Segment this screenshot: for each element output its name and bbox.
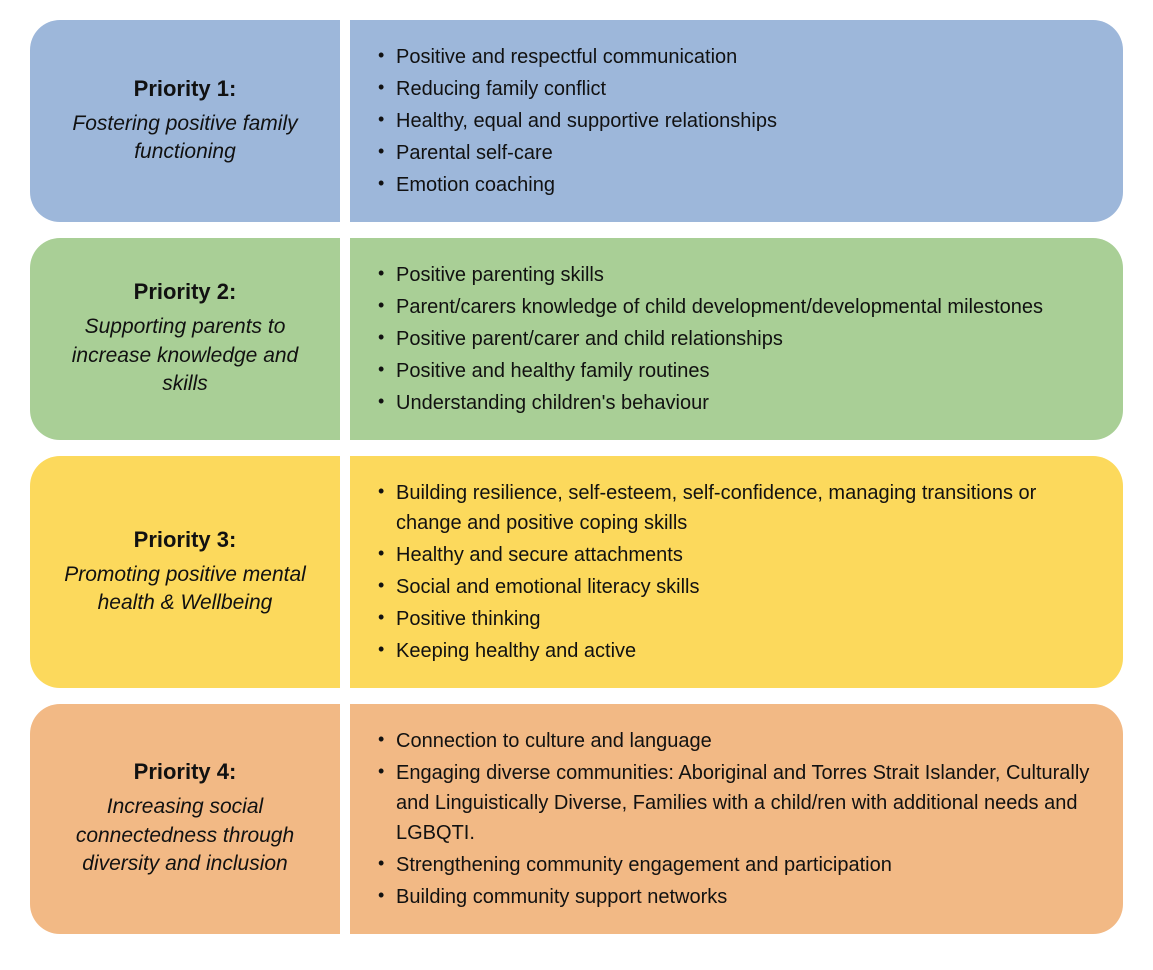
list-item: Understanding children's behaviour [378, 388, 1095, 418]
list-item: Connection to culture and language [378, 726, 1095, 756]
list-item: Social and emotional literacy skills [378, 572, 1095, 602]
list-item: Reducing family conflict [378, 74, 1095, 104]
priority-label: Priority 3: [134, 527, 237, 553]
panel-divider [340, 704, 350, 934]
list-item: Building community support networks [378, 882, 1095, 912]
list-item: Emotion coaching [378, 170, 1095, 200]
priority-description: Promoting positive mental health & Wellb… [54, 561, 316, 618]
priority-description: Supporting parents to increase knowledge… [54, 313, 316, 398]
priority-right-panel: Positive parenting skillsParent/carers k… [350, 238, 1123, 440]
list-item: Positive parenting skills [378, 260, 1095, 290]
priorities-infographic: Priority 1: Fostering positive family fun… [30, 20, 1123, 934]
list-item: Engaging diverse communities: Aboriginal… [378, 758, 1095, 848]
list-item: Positive thinking [378, 604, 1095, 634]
priority-right-panel: Positive and respectful communicationRed… [350, 20, 1123, 222]
priority-left-panel: Priority 3: Promoting positive mental hea… [30, 456, 340, 688]
priority-right-panel: Building resilience, self-esteem, self-c… [350, 456, 1123, 688]
panel-divider [340, 238, 350, 440]
list-item: Keeping healthy and active [378, 636, 1095, 666]
priority-row-2: Priority 2: Supporting parents to increas… [30, 238, 1123, 440]
priority-left-panel: Priority 4: Increasing social connectedne… [30, 704, 340, 934]
priority-label: Priority 2: [134, 279, 237, 305]
priority-items-list: Positive parenting skillsParent/carers k… [378, 258, 1095, 420]
priority-row-1: Priority 1: Fostering positive family fun… [30, 20, 1123, 222]
list-item: Healthy, equal and supportive relationsh… [378, 106, 1095, 136]
list-item: Parental self-care [378, 138, 1095, 168]
priority-row-4: Priority 4: Increasing social connectedne… [30, 704, 1123, 934]
priority-left-panel: Priority 2: Supporting parents to increas… [30, 238, 340, 440]
panel-divider [340, 20, 350, 222]
panel-divider [340, 456, 350, 688]
priority-items-list: Positive and respectful communicationRed… [378, 40, 1095, 202]
priority-items-list: Building resilience, self-esteem, self-c… [378, 476, 1095, 668]
priority-left-panel: Priority 1: Fostering positive family fun… [30, 20, 340, 222]
priority-description: Fostering positive family functioning [54, 110, 316, 167]
priority-right-panel: Connection to culture and languageEngagi… [350, 704, 1123, 934]
priority-items-list: Connection to culture and languageEngagi… [378, 724, 1095, 914]
list-item: Positive and healthy family routines [378, 356, 1095, 386]
list-item: Healthy and secure attachments [378, 540, 1095, 570]
list-item: Building resilience, self-esteem, self-c… [378, 478, 1095, 538]
priority-label: Priority 1: [134, 76, 237, 102]
list-item: Strengthening community engagement and p… [378, 850, 1095, 880]
list-item: Positive parent/carer and child relation… [378, 324, 1095, 354]
priority-label: Priority 4: [134, 759, 237, 785]
list-item: Positive and respectful communication [378, 42, 1095, 72]
priority-description: Increasing social connectedness through … [54, 793, 316, 878]
list-item: Parent/carers knowledge of child develop… [378, 292, 1095, 322]
priority-row-3: Priority 3: Promoting positive mental hea… [30, 456, 1123, 688]
